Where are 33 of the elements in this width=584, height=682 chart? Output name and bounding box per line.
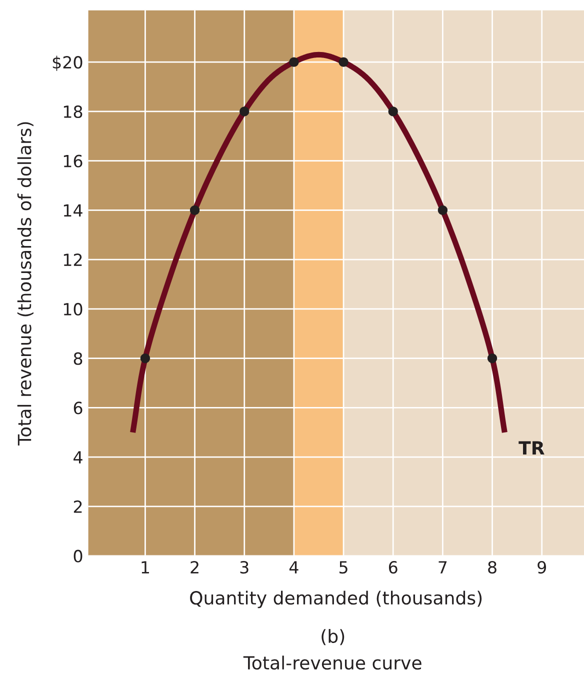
y-tick-label: 18 xyxy=(64,105,82,118)
point xyxy=(388,106,398,116)
x-tick-label: 8 xyxy=(488,560,496,574)
y-tick-label: 2 xyxy=(74,500,82,513)
point xyxy=(140,353,150,364)
point xyxy=(289,57,299,67)
x-tick-label: 7 xyxy=(438,561,447,574)
y-tick-label: 0 xyxy=(74,550,82,562)
y-tick-label: 16 xyxy=(64,154,82,168)
text: (b) xyxy=(322,629,344,646)
y-tick-label: $20 xyxy=(52,56,82,71)
text: Total-revenue curve xyxy=(243,656,422,670)
series-label: TR xyxy=(518,441,544,454)
point xyxy=(438,205,448,216)
y-tick-label: 4 xyxy=(74,451,82,464)
y-tick-label: 14 xyxy=(64,204,82,217)
y-axis-title: Total revenue (thousands of dollars) xyxy=(17,122,34,446)
point xyxy=(240,106,250,116)
point xyxy=(338,57,348,67)
y-tick-label: 6 xyxy=(74,402,82,414)
x-tick-label: 3 xyxy=(240,560,248,574)
x-tick-label: 5 xyxy=(340,561,348,574)
y-tick-label: 8 xyxy=(74,352,82,365)
x-tick-label: 1 xyxy=(142,561,149,574)
x-tick-label: 6 xyxy=(388,560,398,574)
y-tick-label: 10 xyxy=(64,302,82,316)
x-tick-label: 2 xyxy=(190,560,198,574)
x-tick-label: 9 xyxy=(538,560,546,574)
y-tick-label: 12 xyxy=(64,254,82,266)
x-tick-label: 4 xyxy=(289,561,298,574)
x-axis-title: Quantity demanded (thousands) xyxy=(190,590,482,608)
point xyxy=(190,205,200,216)
point xyxy=(487,353,498,364)
